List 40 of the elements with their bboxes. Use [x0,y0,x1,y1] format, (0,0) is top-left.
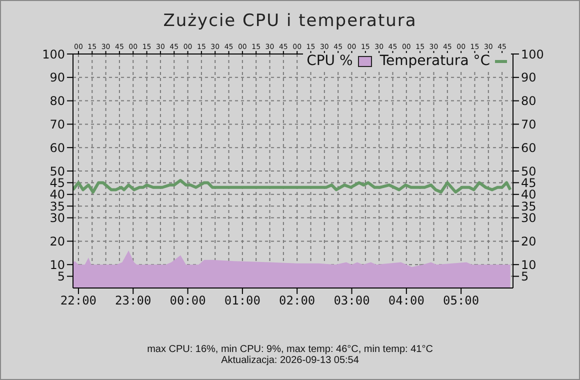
y2-tick-label: 45 [521,176,536,190]
y-tick-label: 10 [50,258,65,272]
text: Aktualizacja: 2026-09-13 05:54 [220,355,360,366]
legend-label: Temperatura °C [380,53,490,69]
y-tick-label: 80 [50,94,65,108]
y2-tick-label: 5 [521,270,529,284]
x-tick-label: 22:00 [60,294,97,308]
x-tick-label: 00:00 [170,294,206,308]
y-tick-label: 45 [50,176,65,190]
y2-tick-label: 70 [521,117,536,132]
legend-label: CPU % [306,53,353,69]
y2-tick-label: 100 [521,47,544,62]
chart-title: Zużycie CPU i temperatura [162,11,418,31]
y-tick-label: 70 [50,117,65,132]
y-tick-label: 90 [50,70,65,85]
x-tick-label: 05:00 [443,294,480,308]
y2-tick-label: 20 [521,234,536,248]
x-tick-label: 02:00 [279,294,316,308]
line-series [73,178,512,194]
y2-tick-label: 35 [521,199,536,214]
y2-tick-label: 50 [521,164,536,178]
x-tick-label: 23:00 [115,294,152,308]
y2-tick-label: 10 [521,258,536,272]
y-tick-label: 35 [50,199,65,214]
y-tick-label: 100 [42,47,65,62]
y2-tick-label: 40 [521,188,536,202]
y2-tick-label: 60 [521,140,536,155]
y-tick-label: 50 [50,164,65,178]
y-tick-label: 60 [50,140,65,155]
y2-tick-label: 30 [521,211,536,226]
y-tick-label: 30 [50,211,65,226]
y-tick-label: 20 [50,234,65,248]
y2-tick-label: 90 [521,70,536,85]
x-tick-label: 01:00 [224,294,261,308]
y-tick-label: 40 [50,188,65,202]
x-tick-label: 04:00 [388,294,424,308]
y-tick-label: 5 [57,270,65,284]
x-tick-label: 03:00 [334,294,370,308]
text: max CPU: 16%, min CPU: 9%, max temp: 46°C, min temp: 41°C [146,344,434,355]
y2-tick-label: 80 [521,94,536,108]
